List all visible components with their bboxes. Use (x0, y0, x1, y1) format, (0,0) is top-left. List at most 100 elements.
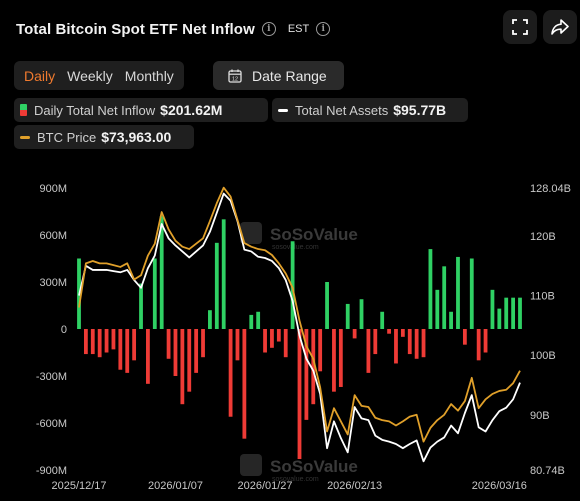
date-range-button[interactable]: 12 Date Range (213, 61, 344, 90)
watermark-sub: sosovalue.com (272, 476, 319, 483)
date-range-label: Date Range (252, 67, 327, 84)
inflow-bar[interactable] (456, 256, 460, 329)
x-tick-label: 2026/02/13 (327, 480, 382, 492)
inflow-bar[interactable] (256, 311, 261, 329)
inflow-bar[interactable] (511, 297, 516, 329)
inflow-bar[interactable] (118, 329, 123, 370)
inflow-bar[interactable] (435, 289, 440, 329)
inflow-bar[interactable] (139, 283, 143, 329)
inflow-bar[interactable] (159, 216, 164, 329)
inflow-bar[interactable] (380, 311, 385, 329)
inflow-bar[interactable] (166, 329, 171, 359)
inflow-bar[interactable] (359, 299, 364, 329)
inflow-bar[interactable] (469, 258, 474, 330)
inflow-bar[interactable] (270, 329, 274, 348)
btc-price-line[interactable] (78, 186, 521, 443)
inflow-bar[interactable] (173, 329, 178, 376)
y-axis-left: 900M 600M 300M 0 -300M -600M -900M (36, 183, 67, 477)
inflow-bar[interactable] (414, 329, 419, 359)
inflow-bar[interactable] (125, 329, 130, 373)
inflow-bar[interactable] (201, 329, 205, 358)
inflow-bar[interactable] (180, 329, 185, 405)
legend-inflow-swatch (20, 104, 27, 116)
y-left-tick-label: -600M (36, 418, 67, 430)
inflow-bar[interactable] (146, 329, 150, 384)
inflow-bar[interactable] (345, 303, 350, 329)
watermark-sub: sosovalue.com (272, 244, 319, 251)
inflow-bar[interactable] (428, 249, 433, 329)
inflow-bar[interactable] (263, 329, 267, 353)
inflow-bar[interactable] (276, 329, 281, 342)
x-tick-label: 2025/12/17 (51, 480, 106, 492)
legend-price[interactable]: BTC Price $73,963.00 (14, 125, 194, 149)
inflow-bar[interactable] (214, 242, 219, 329)
inflow-bar[interactable] (400, 329, 405, 337)
inflow-bar[interactable] (407, 329, 412, 355)
inflow-bar[interactable] (483, 329, 488, 353)
share-button[interactable] (543, 10, 577, 44)
inflow-bar[interactable] (366, 329, 371, 373)
inflow-bar[interactable] (242, 329, 247, 439)
legend-assets[interactable]: Total Net Assets $95.77B (272, 98, 468, 122)
inflow-bar[interactable] (442, 266, 447, 329)
inflow-bar[interactable] (504, 297, 509, 329)
inflow-bar[interactable] (338, 329, 343, 387)
inflow-bar[interactable] (394, 329, 398, 364)
y-left-tick-label: 0 (61, 324, 67, 336)
inflow-bar[interactable] (104, 329, 109, 353)
inflow-bar[interactable] (194, 329, 199, 373)
tab-daily[interactable]: Daily (24, 67, 56, 84)
inflow-bar[interactable] (83, 329, 88, 355)
page-title: Total Bitcoin Spot ETF Net Inflow (16, 20, 255, 38)
timezone-label: EST (287, 23, 310, 35)
inflow-bar[interactable] (387, 329, 391, 334)
inflow-bar[interactable] (90, 329, 95, 355)
inflow-bar[interactable] (283, 329, 288, 358)
y-left-tick-label: 900M (39, 183, 67, 195)
inflow-bar[interactable] (476, 329, 481, 361)
info-icon[interactable]: i (261, 22, 276, 36)
inflow-bar[interactable] (152, 258, 157, 330)
inflow-bar[interactable] (208, 310, 212, 329)
inflow-bar[interactable] (304, 329, 309, 420)
inflow-bar[interactable] (290, 241, 295, 329)
legend-assets-value: $95.77B (393, 102, 447, 118)
series-lines (78, 186, 521, 463)
inflow-bar[interactable] (332, 329, 336, 392)
inflow-bar[interactable] (132, 329, 137, 361)
y-right-tick-label: 100B (530, 350, 556, 362)
watermarks: SoSoValuesosovalue.comSoSoValuesosovalue… (240, 222, 358, 483)
timezone-info-icon[interactable]: i (316, 22, 331, 36)
inflow-bar[interactable] (352, 329, 357, 339)
total-net-assets-line[interactable] (78, 192, 521, 463)
inflow-bar[interactable] (421, 329, 426, 358)
legend-inflow-value: $201.62M (160, 102, 223, 118)
inflow-bar[interactable] (187, 329, 192, 392)
inflow-bar[interactable] (318, 329, 323, 372)
inflow-bar[interactable] (497, 308, 502, 329)
inflow-bar[interactable] (235, 329, 240, 361)
tab-monthly[interactable]: Monthly (124, 67, 174, 84)
inflow-bar[interactable] (111, 329, 116, 350)
inflow-bar[interactable] (490, 289, 495, 329)
inflow-bar[interactable] (97, 329, 102, 358)
y-left-tick-label: -300M (36, 371, 67, 383)
inflow-bar[interactable] (462, 329, 467, 345)
legend-price-value: $73,963.00 (101, 129, 172, 145)
inflow-bar[interactable] (228, 329, 233, 417)
legend-assets-label: Total Net Assets (295, 102, 389, 118)
inflow-bar[interactable] (518, 297, 522, 329)
tab-weekly[interactable]: Weekly (67, 67, 113, 84)
fullscreen-button[interactable] (503, 10, 537, 44)
header: Total Bitcoin Spot ETF Net Inflow i EST … (16, 14, 580, 44)
inflow-bar[interactable] (249, 314, 254, 329)
inflow-bar[interactable] (311, 329, 316, 405)
inflow-bar[interactable] (373, 329, 378, 355)
inflow-bar[interactable] (221, 219, 226, 329)
inflow-bar[interactable] (325, 282, 329, 329)
inflow-bar[interactable] (297, 329, 302, 460)
inflow-bar[interactable] (449, 311, 453, 329)
legend-inflow[interactable]: Daily Total Net Inflow $201.62M (14, 98, 268, 122)
